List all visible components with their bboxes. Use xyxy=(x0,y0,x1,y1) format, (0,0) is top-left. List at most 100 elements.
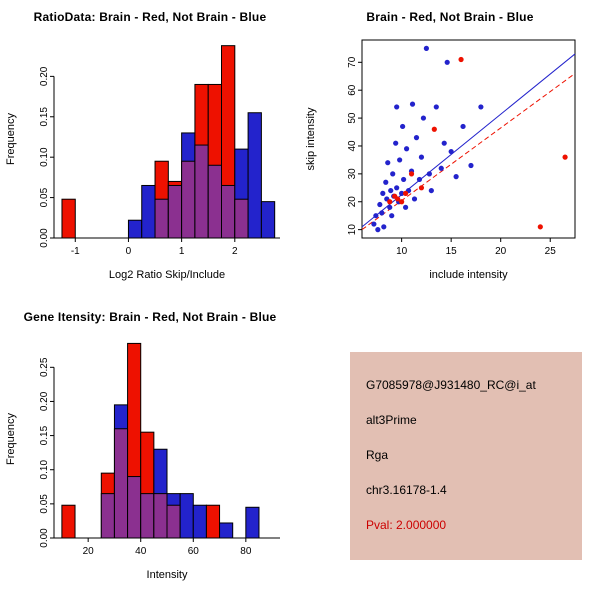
blue-scatter-point xyxy=(388,187,394,194)
y-tick-label: 0.05 xyxy=(39,187,50,207)
hist-bar xyxy=(205,504,221,539)
blue-scatter-point xyxy=(438,165,444,171)
blue-scatter-point xyxy=(394,104,400,110)
y-tick-label: 30 xyxy=(347,168,358,180)
hist-bar-overlap xyxy=(113,428,129,539)
hist-bar xyxy=(61,504,76,539)
x-tick-label: 20 xyxy=(83,546,95,557)
blue-scatter-point xyxy=(390,171,396,177)
panel-intensity-scatter: Brain - Red, Not Brain - Blue 10 15 20 25 10… xyxy=(300,0,600,300)
x-axis-title: Log2 Ratio Skip/Include xyxy=(109,269,225,281)
red-scatter-point xyxy=(537,224,543,230)
y-tick-label: 10 xyxy=(347,224,358,236)
hist-bar xyxy=(179,493,194,539)
hist-bar-overlap xyxy=(127,476,142,539)
x-tick-label: 25 xyxy=(545,246,557,257)
x-tick-label: 0 xyxy=(126,246,132,257)
hist-bar-overlap xyxy=(181,160,196,239)
blue-scatter-point xyxy=(383,179,389,185)
x-tick-label: 40 xyxy=(135,546,147,557)
y-tick-label: 0.00 xyxy=(39,228,50,248)
blue-scatter-point xyxy=(373,213,379,219)
blue-scatter-point xyxy=(387,204,393,210)
hist-bar-overlap xyxy=(140,493,155,539)
brain-fit-line xyxy=(361,73,576,231)
y-tick-label: 40 xyxy=(347,140,358,152)
blue-scatter-point xyxy=(444,59,450,65)
blue-scatter-point xyxy=(397,157,403,163)
red-scatter-point xyxy=(408,171,415,177)
y-tick-label: 0.10 xyxy=(39,460,50,480)
panel-info: G7085978@J931480_RC@i_at alt3Prime Rga c… xyxy=(300,300,600,600)
y-tick-label: 70 xyxy=(347,56,358,68)
event-type-text: alt3Prime xyxy=(366,413,417,427)
hist-bar-overlap xyxy=(154,198,169,239)
blue-scatter-point xyxy=(409,101,416,107)
hist-bar-overlap xyxy=(221,184,236,239)
x-tick-label: 10 xyxy=(396,246,408,257)
y-axis-title: skip intensity xyxy=(305,107,317,170)
red-scatter-point xyxy=(418,185,425,191)
red-scatter-point xyxy=(562,154,568,160)
blue-scatter-point xyxy=(394,185,400,191)
info-box: G7085978@J931480_RC@i_at alt3Prime Rga c… xyxy=(350,352,582,560)
blue-scatter-point xyxy=(379,210,385,216)
x-tick-label: 1 xyxy=(179,246,185,257)
hist-bar xyxy=(219,522,234,539)
red-scatter-point xyxy=(458,56,464,63)
hist-bar xyxy=(127,219,143,239)
blue-scatter-point xyxy=(433,104,439,110)
y-tick-label: 0.00 xyxy=(39,528,50,548)
blue-scatter-point xyxy=(460,123,466,130)
hist-bar xyxy=(245,506,260,539)
y-tick-label: 0.15 xyxy=(39,107,50,127)
blue-scatter-point xyxy=(478,104,484,110)
probe-id-text: G7085978@J931480_RC@i_at xyxy=(366,378,536,392)
blue-scatter-point xyxy=(423,45,429,51)
hist-bar-overlap xyxy=(167,184,183,239)
blue-scatter-point xyxy=(413,135,420,141)
y-tick-label: 50 xyxy=(347,112,358,124)
blue-scatter-point xyxy=(468,162,474,169)
y-tick-label: 0.10 xyxy=(39,147,50,167)
blue-scatter-point xyxy=(380,190,386,196)
hist-bar-overlap xyxy=(207,164,223,239)
blue-scatter-point xyxy=(385,160,391,166)
blue-scatter-point xyxy=(420,115,427,121)
y-axis-title: Frequency xyxy=(5,113,17,165)
hist-bar xyxy=(192,504,207,539)
blue-scatter-point xyxy=(375,227,381,233)
blue-scatter-point xyxy=(389,213,395,219)
blue-scatter-point xyxy=(441,140,447,146)
red-scatter-point xyxy=(395,196,401,202)
red-scatter-point xyxy=(431,126,437,132)
blue-scatter-point xyxy=(400,123,406,130)
hist-bar-overlap xyxy=(100,493,115,539)
blue-scatter-point xyxy=(371,221,377,227)
blue-scatter-point xyxy=(453,174,459,180)
blue-scatter-point xyxy=(426,171,432,177)
blue-scatter-point xyxy=(418,154,425,160)
gene-intensity-histogram-chart: 20 40 60 80 0.00 0.05 0.10 0.15 0.20 0.25 Intensit… xyxy=(5,342,280,581)
blue-scatter-point xyxy=(401,176,407,183)
y-tick-label: 0.20 xyxy=(39,391,50,411)
x-tick-label: 60 xyxy=(188,546,200,557)
chromosome-location-text: chr3.16178-1.4 xyxy=(366,483,447,497)
x-axis-title: Intensity xyxy=(147,569,188,581)
gene-name-text: Rga xyxy=(366,448,389,462)
hist-bar xyxy=(247,112,262,239)
hist-bar-overlap xyxy=(153,493,168,539)
y-tick-label: 0.25 xyxy=(39,357,50,377)
hist-bar xyxy=(141,184,156,239)
x-axis-title: include intensity xyxy=(429,269,508,281)
x-tick-label: 20 xyxy=(495,246,507,257)
blue-scatter-point xyxy=(448,148,454,155)
x-tick-label: 15 xyxy=(446,246,458,257)
blue-scatter-point xyxy=(377,201,383,208)
panel-gene-intensity-histogram: Gene Itensity: Brain - Red, Not Brain - … xyxy=(0,300,300,600)
blue-scatter-point xyxy=(402,204,409,210)
gene-intensity-histogram-title: Gene Itensity: Brain - Red, Not Brain - … xyxy=(23,310,277,324)
hist-bar xyxy=(61,198,76,239)
blue-scatter-point xyxy=(399,190,405,196)
